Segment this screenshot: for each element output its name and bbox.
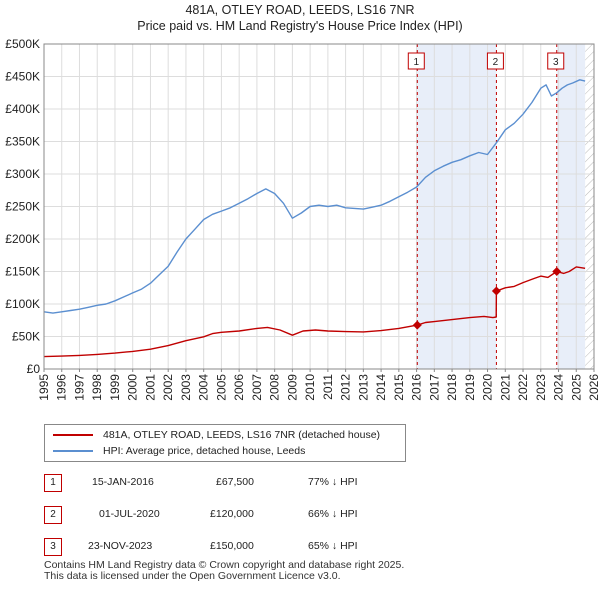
sale-number-badge: 2: [44, 506, 62, 524]
sale-label-box: [547, 52, 565, 70]
x-tick-label: 2021: [498, 374, 512, 401]
property-line-swatch: [53, 434, 93, 436]
sale-label-text: 3: [553, 57, 559, 68]
x-tick-label: 2011: [321, 374, 335, 400]
x-tick-label: 2010: [303, 374, 317, 401]
sale-date: 15-JAN-2016: [92, 476, 154, 488]
y-tick-label: £350K: [5, 135, 40, 149]
sale-date: 23-NOV-2023: [88, 540, 153, 552]
sale-price: £120,000: [210, 508, 254, 520]
legend-item-property: 481A, OTLEY ROAD, LEEDS, LS16 7NR (detac…: [53, 427, 380, 443]
x-tick-label: 2003: [179, 374, 193, 401]
sale-label-box: [486, 52, 504, 70]
sale-number-badge: 1: [44, 474, 62, 492]
x-tick-label: 2026: [587, 374, 600, 401]
sale-price: £150,000: [210, 540, 254, 552]
hpi-line-swatch: [53, 450, 93, 452]
y-tick-label: £100K: [5, 297, 40, 311]
y-tick-label: £300K: [5, 167, 40, 181]
x-tick-label: 2022: [516, 374, 530, 401]
y-tick-label: £50K: [12, 330, 40, 344]
x-tick-label: 2018: [445, 374, 459, 401]
x-tick-label: 2015: [392, 374, 406, 401]
x-tick-label: 2002: [161, 374, 175, 401]
sale-point: [412, 320, 422, 330]
x-tick-label: 2017: [427, 374, 441, 401]
x-tick-label: 2000: [126, 374, 140, 401]
y-tick-label: £250K: [5, 200, 40, 214]
x-tick-label: 1998: [90, 374, 104, 401]
sale-label-text: 2: [493, 57, 499, 68]
x-tick-label: 2014: [374, 374, 388, 401]
copyright-line: Contains HM Land Registry data © Crown c…: [44, 559, 405, 571]
x-tick-label: 2024: [552, 374, 566, 401]
y-tick-label: £200K: [5, 232, 40, 246]
x-tick-label: 1997: [72, 374, 86, 401]
sale-point: [491, 286, 501, 296]
sale-number-badge: 3: [44, 538, 62, 556]
x-tick-label: 2005: [214, 374, 228, 401]
price-chart: 1 2 3 £0 £50K £100K £150K £200K £250K £300K £350K…: [5, 37, 600, 401]
y-tick-label: £450K: [5, 70, 40, 84]
x-tick-label: 1999: [108, 374, 122, 401]
x-tick-label: 2025: [569, 374, 583, 401]
sale-price: £67,500: [216, 476, 254, 488]
sale-label-box: [407, 52, 425, 70]
x-tick-label: 2009: [285, 374, 299, 401]
x-tick-label: 2004: [197, 374, 211, 401]
y-tick-label: £150K: [5, 265, 40, 279]
x-tick-label: 2016: [410, 374, 424, 401]
sale-hpi-diff: 65% ↓ HPI: [308, 540, 358, 552]
chart-subtitle: Price paid vs. HM Land Registry's House …: [137, 19, 463, 33]
chart-title: 481A, OTLEY ROAD, LEEDS, LS16 7NR: [185, 3, 415, 17]
x-tick-label: 1995: [37, 374, 51, 401]
x-tick-label: 2020: [481, 374, 495, 401]
x-tick-label: 2006: [232, 374, 246, 401]
x-tick-label: 2007: [250, 374, 264, 401]
property-price-line: [43, 266, 586, 358]
legend: 481A, OTLEY ROAD, LEEDS, LS16 7NR (detac…: [44, 424, 406, 462]
x-tick-label: 2013: [356, 374, 370, 401]
y-tick-label: £500K: [5, 37, 40, 51]
x-tick-label: 2019: [463, 374, 477, 401]
y-tick-label: £0: [27, 362, 41, 376]
x-tick-label: 2008: [268, 374, 282, 401]
plot-frame: [43, 43, 595, 370]
x-tick-label: 1996: [55, 374, 69, 401]
legend-property-label: 481A, OTLEY ROAD, LEEDS, LS16 7NR (detac…: [103, 429, 381, 441]
x-tick-label: 2001: [143, 374, 157, 401]
sale-date: 01-JUL-2020: [99, 508, 160, 520]
hpi-line: [43, 79, 586, 314]
legend-item-hpi: HPI: Average price, detached house, Leed…: [53, 443, 305, 459]
sale-hpi-diff: 66% ↓ HPI: [308, 508, 358, 520]
footer-note: Contains HM Land Registry data © Crown c…: [44, 560, 404, 582]
sale-hpi-diff: 77% ↓ HPI: [308, 476, 358, 488]
y-tick-label: £400K: [5, 102, 40, 116]
legend-hpi-label: HPI: Average price, detached house, Leed…: [103, 445, 306, 457]
sale-label-text: 1: [414, 57, 420, 68]
licence-line: This data is licensed under the Open Gov…: [44, 570, 341, 582]
x-tick-label: 2012: [339, 374, 353, 401]
x-tick-label: 2023: [534, 374, 548, 401]
sale-point: [552, 267, 562, 276]
